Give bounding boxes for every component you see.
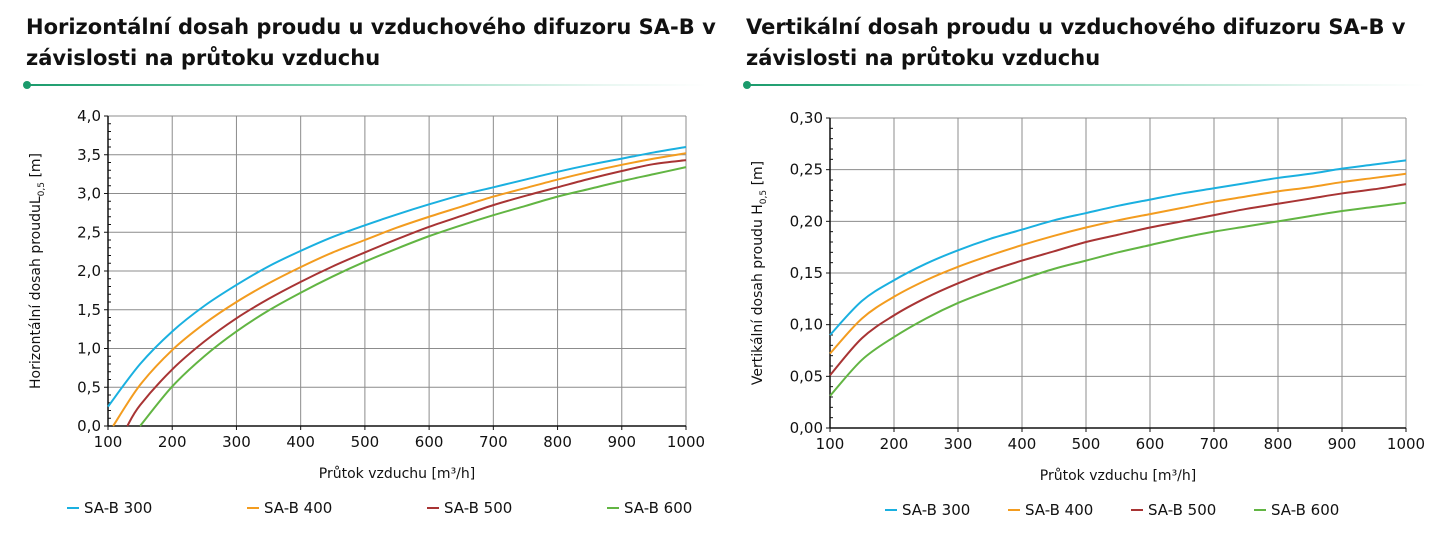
series-line-sa-b-300 — [829, 159, 1407, 336]
x-tick-labels: 100 200 300 400 500 600 700 800 900 1000 — [94, 426, 705, 451]
y-tick-label: 0,0 — [77, 417, 101, 435]
series-line-sa-b-400 — [829, 172, 1407, 355]
chart-horizontal-throw: Horizontální dosah proudu u vzduchového … — [23, 15, 716, 517]
legend-label: SA-B 600 — [1271, 501, 1339, 519]
x-tick-label: 500 — [351, 433, 380, 451]
x-tick-label: 100 — [94, 433, 123, 451]
x-tick-label: 100 — [816, 435, 845, 453]
y-tick-label: 4,0 — [77, 107, 101, 125]
legend-label: SA-B 300 — [84, 499, 152, 517]
series-lines — [107, 146, 687, 427]
title-underline-dot — [23, 81, 31, 89]
y-tick-label: 0,30 — [790, 109, 823, 127]
series-line-sa-b-500 — [126, 159, 687, 427]
x-tick-label: 600 — [1136, 435, 1165, 453]
x-tick-label: 900 — [1328, 435, 1357, 453]
x-tick-label: 800 — [543, 433, 572, 451]
y-tick-label: 2,5 — [77, 223, 101, 241]
x-tick-label: 1000 — [1387, 435, 1425, 453]
title-underline — [743, 81, 1426, 89]
y-tick-label: 2,0 — [77, 262, 101, 280]
legend-label: SA-B 500 — [444, 499, 512, 517]
series-line-sa-b-600 — [829, 201, 1407, 397]
y-tick-label: 0,5 — [77, 378, 101, 396]
x-tick-label: 800 — [1264, 435, 1293, 453]
x-tick-label: 300 — [222, 433, 251, 451]
legend-label: SA-B 300 — [902, 501, 970, 519]
x-tick-label: 300 — [944, 435, 973, 453]
y-axis-label-subscript: 0,5 — [37, 182, 47, 196]
y-tick-label: 0,15 — [790, 264, 823, 282]
legend-label: SA-B 400 — [264, 499, 332, 517]
y-tick-label: 0,20 — [790, 212, 823, 230]
x-tick-label: 1000 — [667, 433, 705, 451]
y-tick-label: 3,5 — [77, 146, 101, 164]
x-tick-label: 600 — [415, 433, 444, 451]
x-tick-label: 200 — [880, 435, 909, 453]
legend-label: SA-B 400 — [1025, 501, 1093, 519]
x-tick-label: 700 — [479, 433, 508, 451]
chart-vertical-throw: Vertikální dosah proudu u vzduchového di… — [722, 0, 1444, 545]
legend: SA-B 300 SA-B 400 SA-B 500 SA-B 600 — [885, 501, 1339, 519]
y-axis-label: Horizontální dosah prouduL0,5 [m] — [28, 153, 47, 389]
chart-plot-svg: 100 200 300 400 500 600 700 800 900 10000,000,050… — [750, 109, 1425, 519]
x-tick-label: 900 — [607, 433, 636, 451]
y-axis-label-text: Vertikální dosah proudu H — [750, 204, 766, 385]
y-tick-label: 0,10 — [790, 316, 823, 334]
legend-label: SA-B 500 — [1148, 501, 1216, 519]
y-tick-labels: 0,00 0,05 0,10 0,15 0,20 0,25 0,30 — [790, 109, 830, 437]
x-axis-label: Průtok vzduchu [m³/h] — [1040, 468, 1197, 484]
y-tick-labels: 0,0 0,5 1,0 1,5 2,0 2,5 3,0 3,5 4,0 — [77, 107, 108, 435]
y-tick-label: 1,5 — [77, 301, 101, 319]
title-underline-dot — [743, 81, 751, 89]
legend: SA-B 300 SA-B 400 SA-B 500 SA-B 600 — [67, 499, 692, 517]
x-tick-labels: 100 200 300 400 500 600 700 800 900 1000 — [816, 428, 1425, 453]
y-axis-label-subscript: 0,5 — [759, 190, 769, 204]
x-axis-label: Průtok vzduchu [m³/h] — [319, 466, 476, 482]
y-axis-label-unit: [m] — [750, 161, 766, 190]
title-underline — [23, 81, 706, 89]
x-tick-label: 400 — [1008, 435, 1037, 453]
grid — [829, 117, 1407, 429]
chart-title: Horizontální dosah proudu u vzduchového … — [26, 15, 716, 70]
series-lines — [829, 159, 1407, 397]
chart-plot-svg: 100 200 300 400 500 600 700 800 900 1000 0,0 0,5 1,0… — [28, 107, 705, 517]
y-tick-label: 0,00 — [790, 419, 823, 437]
x-tick-label: 200 — [158, 433, 187, 451]
y-tick-label: 0,25 — [790, 161, 823, 179]
y-axis-label-text: Horizontální dosah prouduL — [28, 196, 44, 389]
y-axis-label: Vertikální dosah proudu H0,5 [m] — [750, 161, 769, 385]
series-line-sa-b-500 — [829, 183, 1407, 376]
x-tick-label: 500 — [1072, 435, 1101, 453]
x-tick-label: 700 — [1200, 435, 1229, 453]
y-tick-label: 3,0 — [77, 185, 101, 203]
legend-label: SA-B 600 — [624, 499, 692, 517]
series-line-sa-b-300 — [107, 146, 687, 408]
y-tick-label: 1,0 — [77, 340, 101, 358]
y-tick-label: 0,05 — [790, 367, 823, 385]
y-axis-label-unit: [m] — [28, 153, 44, 182]
chart-title: Vertikální dosah proudu u vzduchového di… — [746, 15, 1406, 70]
series-line-sa-b-600 — [139, 166, 687, 427]
series-line-sa-b-400 — [112, 152, 687, 427]
x-tick-label: 400 — [286, 433, 315, 451]
